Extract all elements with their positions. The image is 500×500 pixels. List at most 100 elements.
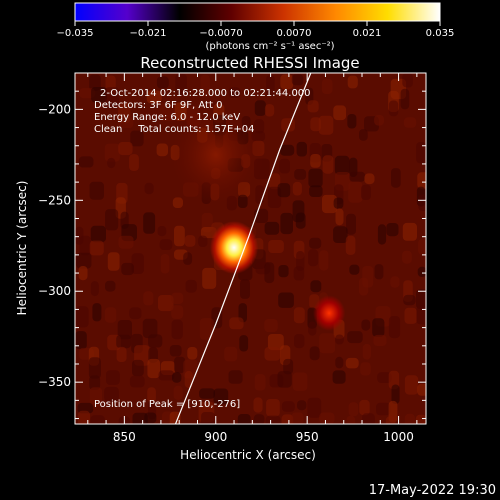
noise-cell [267, 334, 284, 351]
noise-cell [309, 237, 322, 249]
noise-cell [377, 372, 392, 383]
noise-cell [364, 173, 375, 185]
noise-cell [144, 182, 154, 195]
y-tick-label: −350 [38, 375, 71, 389]
noise-cell [307, 100, 319, 113]
noise-cell [283, 358, 294, 375]
noise-cell [347, 75, 358, 89]
noise-cell [348, 402, 359, 417]
noise-cell [359, 399, 370, 416]
noise-cell [202, 267, 217, 289]
noise-cell [416, 305, 426, 325]
noise-cell [90, 281, 99, 297]
noise-cell [121, 262, 134, 276]
energy-range-label: Energy Range: 6.0 - 12.0 keV [94, 112, 240, 123]
noise-cell [297, 400, 307, 411]
noise-cell [334, 155, 350, 175]
noise-cell [104, 307, 117, 323]
noise-cell [281, 401, 295, 412]
colorbar-tick-label: 0.035 [426, 28, 455, 39]
colorbar-tick-label: 0.021 [353, 28, 382, 39]
x-tick-label: 1000 [383, 430, 414, 444]
noise-cell [403, 117, 417, 128]
noise-cell [118, 235, 134, 249]
noise-cell [229, 317, 244, 330]
noise-cell [117, 320, 132, 340]
noise-cell [349, 264, 360, 275]
noise-cell [91, 87, 107, 103]
noise-cell [292, 181, 302, 196]
noise-cell [158, 370, 175, 381]
noise-cell [171, 319, 183, 340]
noise-cell [269, 173, 281, 190]
noise-cell [318, 115, 334, 135]
noise-cell [266, 399, 280, 417]
noise-cell [417, 266, 426, 277]
noise-cell [158, 295, 174, 312]
noise-cell [403, 294, 416, 306]
y-axis-label: Heliocentric Y (arcsec) [15, 181, 29, 316]
noise-cell [76, 252, 92, 269]
noise-cell [147, 358, 160, 379]
noise-cell [78, 156, 94, 168]
noise-cell [309, 185, 323, 197]
noise-cell [104, 386, 119, 402]
noise-cell [293, 307, 305, 324]
noise-cells [75, 73, 426, 424]
noise-cell [280, 144, 295, 156]
noise-cell [78, 410, 90, 424]
noise-cell [402, 73, 413, 88]
noise-cell [89, 375, 101, 390]
noise-cell [157, 226, 167, 237]
noise-cell [418, 194, 426, 211]
noise-cell [333, 105, 347, 121]
noise-cell [319, 250, 329, 271]
noise-cell [89, 387, 103, 407]
noise-cell [264, 221, 280, 235]
x-axis-label: Heliocentric X (arcsec) [180, 448, 316, 462]
noise-cell [359, 129, 368, 141]
noise-cell [348, 181, 363, 203]
noise-cell [200, 74, 210, 97]
noise-cell [156, 76, 169, 89]
noise-cell [391, 384, 400, 405]
solar-limb-line [174, 73, 312, 424]
x-tick-label: 950 [296, 430, 319, 444]
noise-cell [345, 357, 359, 369]
noise-cell [143, 291, 154, 306]
colorbar-ticks: −0.035 −0.021 −0.0070 0.0070 0.021 0.035 [56, 21, 454, 39]
noise-cell [78, 266, 88, 281]
noise-cell [416, 142, 426, 164]
noise-cell [361, 184, 371, 200]
plot-frame [74, 72, 427, 425]
noise-cell [310, 280, 322, 293]
noise-cell [266, 75, 275, 97]
noise-cell [264, 319, 278, 333]
sources [167, 101, 346, 331]
noise-cell [322, 194, 338, 214]
noise-cell [291, 412, 304, 424]
noise-cell [239, 335, 249, 352]
noise-cell [308, 168, 323, 188]
noise-cell [280, 74, 294, 90]
noise-cell [116, 346, 127, 362]
noise-cell [88, 357, 101, 379]
noise-cell [280, 212, 293, 235]
noise-cell [143, 212, 156, 234]
noise-cell [388, 100, 399, 117]
noise-cell [255, 185, 265, 204]
noise-cell [131, 253, 144, 274]
noise-cell [107, 157, 116, 169]
noise-cell [199, 318, 214, 340]
noise-cell [118, 116, 134, 129]
noise-cell [105, 280, 116, 292]
noise-cell [169, 345, 182, 357]
noise-cell [142, 318, 158, 339]
detectors-label: Detectors: 3F 6F 9F, Att 0 [94, 100, 222, 111]
footer-timestamp: 17-May-2022 19:30 [369, 483, 496, 498]
noise-cell [308, 321, 317, 336]
noise-cell [129, 375, 145, 388]
peak-position-label: Position of Peak = [910,-276] [94, 399, 240, 410]
noise-cell [291, 74, 304, 86]
noise-cell [89, 74, 101, 91]
